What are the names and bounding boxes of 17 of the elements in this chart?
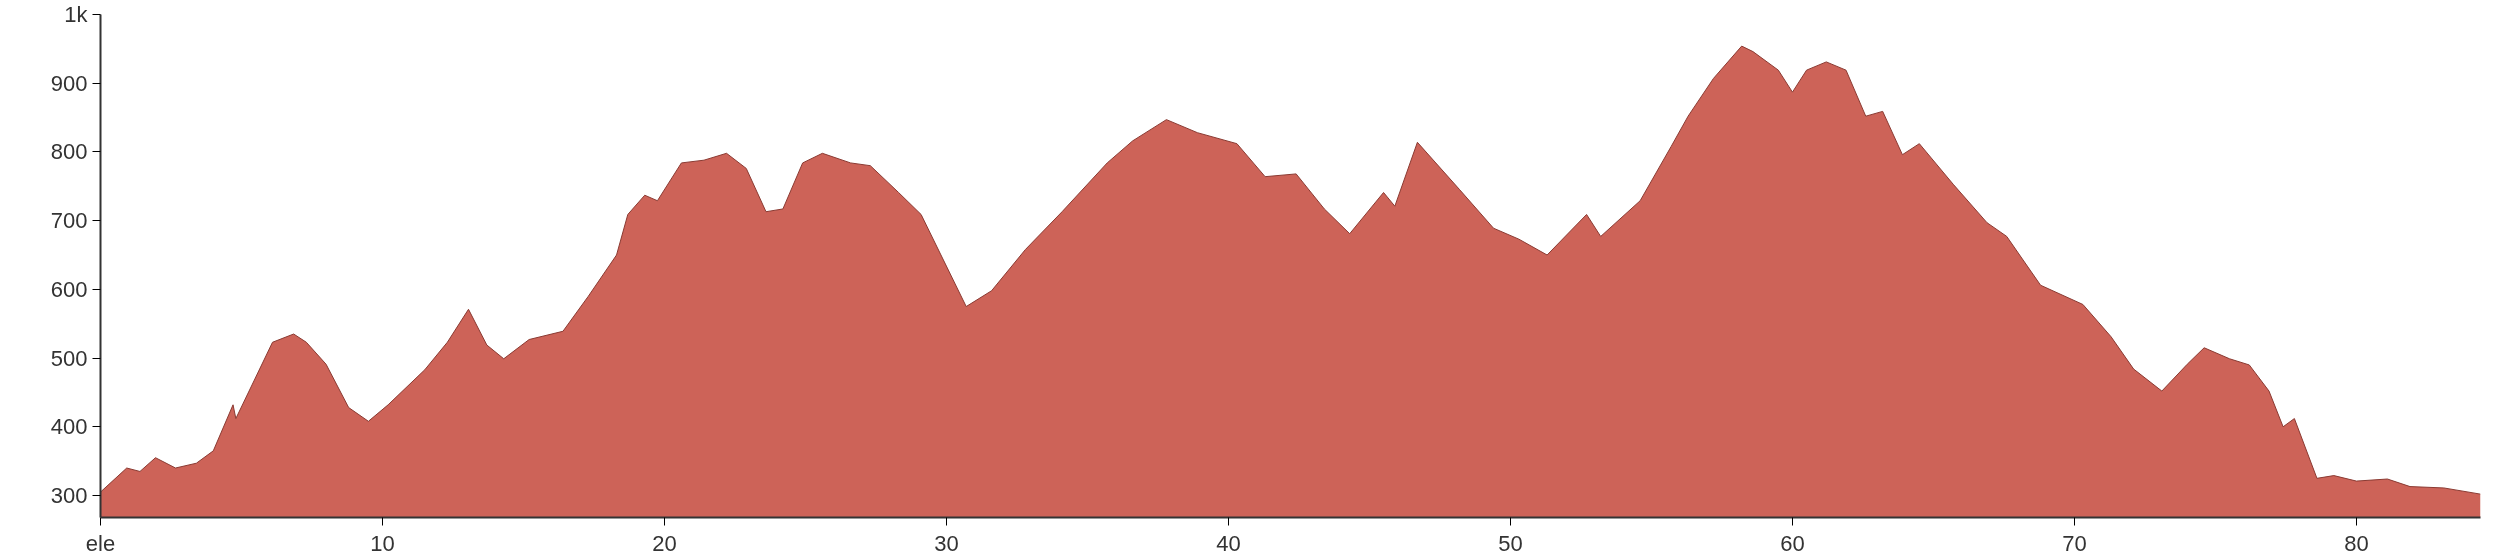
x-tick-label: 30	[934, 530, 959, 556]
y-axis-title: ele	[85, 530, 116, 556]
x-tick-label: 50	[1498, 530, 1523, 556]
y-tick-label: 700	[50, 208, 88, 234]
y-tick-label: 800	[50, 139, 88, 165]
x-tick-label: 10	[370, 530, 395, 556]
x-tick-label: 70	[2062, 530, 2087, 556]
y-tick-label: 500	[50, 345, 88, 371]
y-tick-label: 900	[50, 70, 88, 96]
x-tick-label: 80	[2344, 530, 2369, 556]
x-tick-label: 20	[652, 530, 677, 556]
x-tick-label: 60	[1780, 530, 1805, 556]
y-tick-label: 1k	[64, 2, 89, 27]
y-tick-label: 300	[50, 483, 88, 509]
x-tick-label: 40	[1216, 530, 1241, 556]
y-tick-label: 600	[50, 276, 88, 302]
y-tick-label: 400	[50, 414, 88, 440]
